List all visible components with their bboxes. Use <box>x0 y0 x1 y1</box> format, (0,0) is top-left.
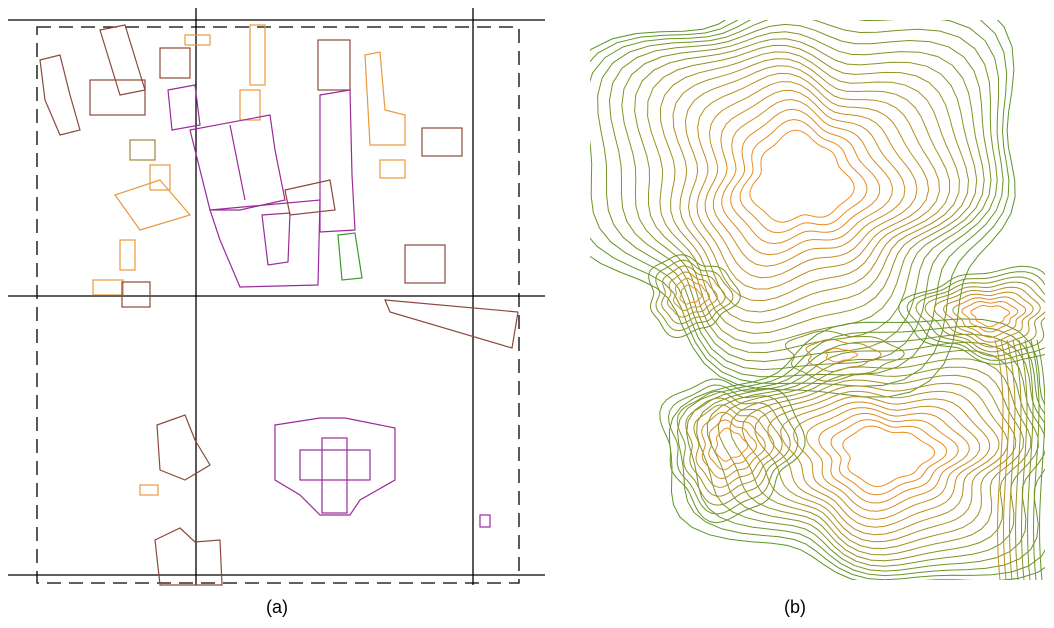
contour-line <box>687 334 1054 575</box>
contour-line <box>962 302 1018 333</box>
contour-line <box>750 130 854 222</box>
contour-line <box>673 59 950 312</box>
contour-line <box>742 375 1016 548</box>
panel-label: (b) <box>784 597 806 617</box>
panel-a-buildings <box>40 25 518 585</box>
contour-line <box>680 285 702 304</box>
contour-line <box>995 340 1003 580</box>
contour-line <box>705 82 917 278</box>
contour-line <box>709 420 757 470</box>
contour-line <box>697 342 1047 571</box>
panel-b-contours <box>560 0 1054 584</box>
contour-line <box>806 408 969 512</box>
contour-line <box>697 73 929 289</box>
contour-line <box>685 66 939 301</box>
contour-line <box>899 266 1054 364</box>
figure: (a) (b) <box>0 0 1054 628</box>
panel-label: (a) <box>266 597 288 617</box>
panel-a-grid <box>8 8 545 585</box>
contour-line <box>649 255 741 338</box>
contour-line <box>1031 340 1039 580</box>
